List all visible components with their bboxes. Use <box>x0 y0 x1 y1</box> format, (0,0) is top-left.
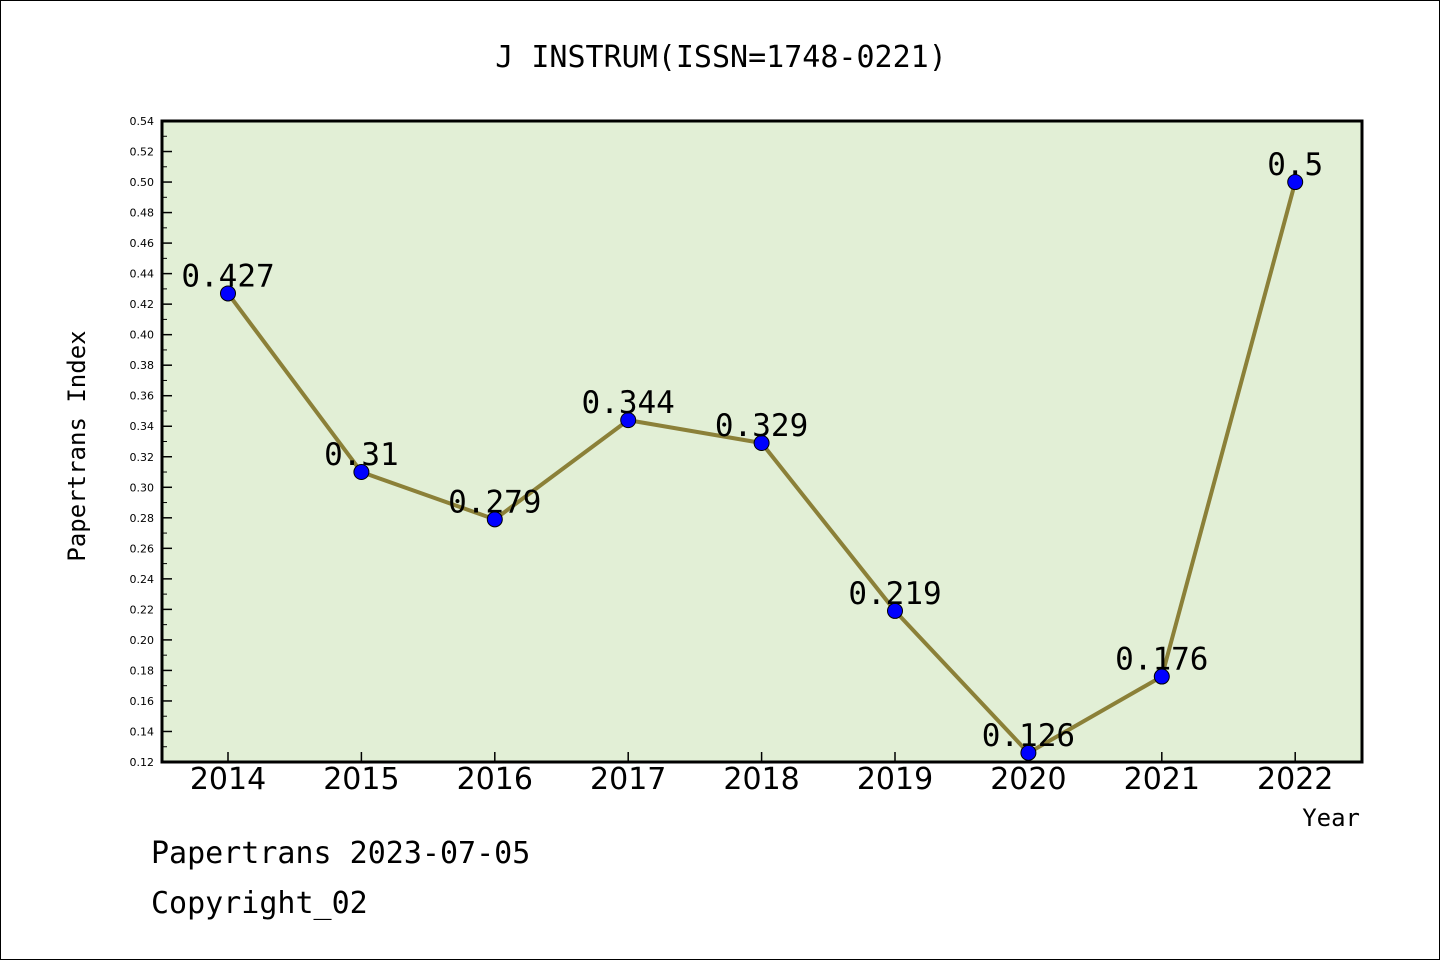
data-point <box>220 285 236 302</box>
y-axis-label: Papertrans Index <box>63 330 91 561</box>
data-label: 0.219 <box>848 576 941 612</box>
y-tick-label: 0.20 <box>130 634 155 647</box>
y-tick-label: 0.22 <box>130 603 155 616</box>
data-point <box>1287 174 1304 191</box>
data-label: 0.427 <box>181 258 274 294</box>
y-tick-label: 0.28 <box>130 512 155 525</box>
data-label: 0.279 <box>448 484 541 520</box>
x-tick-label: 2017 <box>590 762 666 797</box>
y-tick-label: 0.38 <box>130 359 155 372</box>
y-tick-label: 0.32 <box>130 451 155 464</box>
x-tick-label: 2022 <box>1257 762 1333 797</box>
y-tick-label: 0.14 <box>130 725 155 738</box>
data-label: 0.329 <box>715 408 808 444</box>
y-tick-label: 0.40 <box>130 329 155 342</box>
data-point <box>486 511 503 528</box>
footer-copyright: Copyright_02 <box>151 886 368 921</box>
data-label: 0.344 <box>582 385 675 421</box>
data-label: 0.176 <box>1115 642 1208 678</box>
data-point <box>1020 744 1037 761</box>
data-point <box>753 435 770 452</box>
data-point <box>620 412 637 429</box>
y-tick-label: 0.50 <box>130 176 155 189</box>
y-tick-label: 0.34 <box>130 420 155 433</box>
y-tick-label: 0.52 <box>130 146 155 159</box>
y-tick-label: 0.16 <box>130 695 155 708</box>
x-tick-label: 2018 <box>723 762 799 797</box>
data-label: 0.126 <box>982 718 1075 754</box>
y-tick-label: 0.46 <box>130 237 155 250</box>
x-tick-label: 2020 <box>990 762 1066 797</box>
chart-title: J INSTRUM(ISSN=1748-0221) <box>495 40 947 75</box>
y-tick-label: 0.18 <box>130 664 155 677</box>
data-point <box>887 602 903 619</box>
y-tick-label: 0.44 <box>130 268 155 281</box>
y-tick-label: 0.12 <box>130 756 155 769</box>
y-tick-label: 0.30 <box>130 481 155 494</box>
x-tick-label: 2014 <box>190 762 266 797</box>
x-axis-ticks: 2014 2015 2016 2017 2018 2019 2020 2021 2022 <box>190 752 1333 797</box>
y-tick-label: 0.24 <box>130 573 155 586</box>
series-markers-group <box>220 174 1304 761</box>
data-labels-group: 0.427 0.31 0.279 0.344 0.329 0.219 0.126 0.176 0… <box>181 147 1323 754</box>
footer-date: Papertrans 2023-07-05 <box>151 836 531 871</box>
x-tick-label: 2021 <box>1124 762 1200 797</box>
y-tick-label: 0.54 <box>130 115 155 128</box>
data-point <box>353 464 370 481</box>
data-label: 0.31 <box>324 437 399 473</box>
x-tick-label: 2015 <box>323 762 399 797</box>
y-axis-ticks: 0.12 0.14 0.16 0.18 0.20 0.22 0.24 0.26 0.28 0.30… <box>130 115 172 769</box>
data-label: 0.5 <box>1267 147 1323 183</box>
x-tick-label: 2019 <box>857 762 933 797</box>
y-tick-label: 0.42 <box>130 298 155 311</box>
data-point <box>1153 668 1170 685</box>
y-tick-label: 0.48 <box>130 207 155 220</box>
x-axis-label: Year <box>1302 804 1360 832</box>
y-tick-label: 0.36 <box>130 390 155 403</box>
y-tick-label: 0.26 <box>130 542 155 555</box>
x-tick-label: 2016 <box>457 762 533 797</box>
